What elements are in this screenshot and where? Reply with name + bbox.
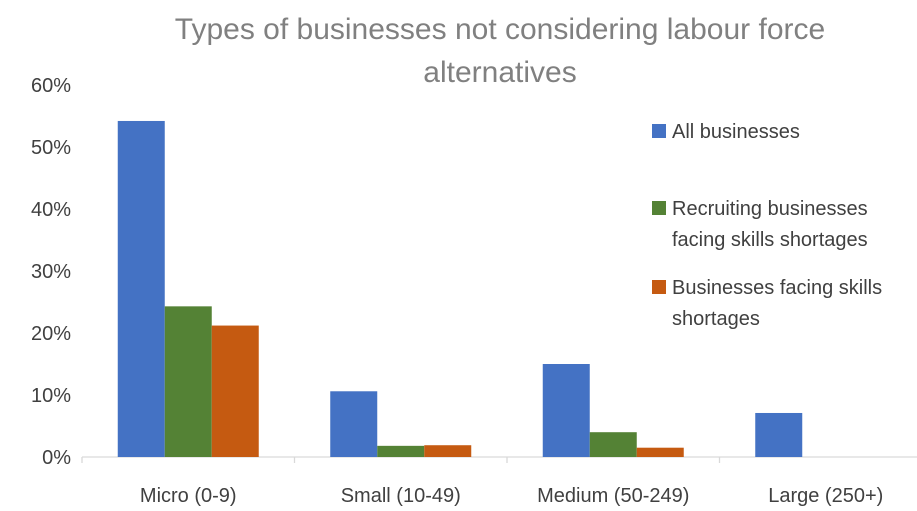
bar xyxy=(755,412,803,457)
x-tick-label: Micro (0-9) xyxy=(140,485,237,506)
bars-layer xyxy=(117,120,803,458)
bar xyxy=(211,325,259,457)
bar xyxy=(636,447,684,457)
chart-title: Types of businesses not considering labo… xyxy=(174,13,826,89)
y-tick-label: 40% xyxy=(31,199,71,221)
legend-swatch xyxy=(652,280,666,294)
legend-swatch xyxy=(652,124,666,138)
x-tick-label: Small (10-49) xyxy=(341,485,461,506)
y-tick-label: 10% xyxy=(31,385,71,407)
legend-label: facing skills shortages xyxy=(672,229,868,251)
bar xyxy=(377,445,425,457)
y-tick-label: 0% xyxy=(42,447,71,469)
y-tick-label: 20% xyxy=(31,323,71,345)
bar xyxy=(542,364,590,457)
bar xyxy=(424,445,472,457)
legend-label: Businesses facing skills xyxy=(672,277,882,299)
legend-label: shortages xyxy=(672,308,760,330)
bar xyxy=(117,120,165,458)
y-tick-label: 30% xyxy=(31,261,71,283)
y-tick-label: 50% xyxy=(31,137,71,159)
legend-swatch xyxy=(652,201,666,215)
legend-label: Recruiting businesses xyxy=(672,198,868,220)
y-tick-label: 60% xyxy=(31,75,71,97)
bar xyxy=(330,391,378,457)
bar xyxy=(589,432,637,457)
legend: All businesses Recruiting businesses facin… xyxy=(652,121,882,330)
x-tick-label: Large (250+) xyxy=(768,485,883,506)
x-tick-label: Medium (50-249) xyxy=(537,485,689,506)
bar xyxy=(164,306,212,457)
legend-label: All businesses xyxy=(672,121,800,143)
